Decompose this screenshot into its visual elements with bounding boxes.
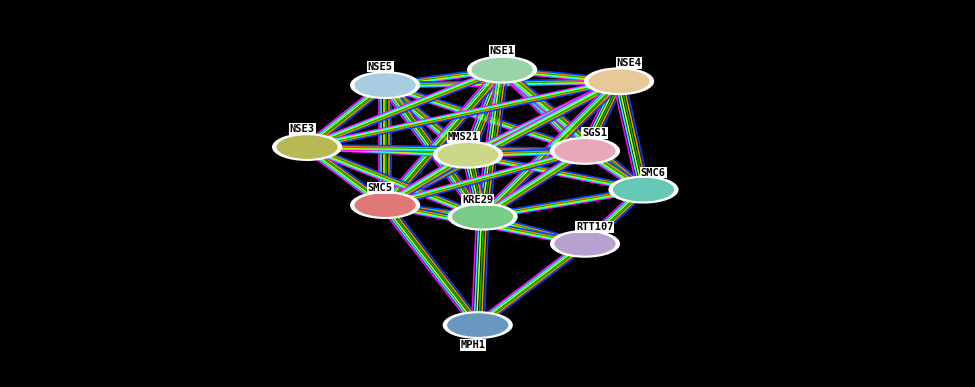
Circle shape <box>447 313 509 337</box>
Circle shape <box>471 57 533 82</box>
Text: KRE29: KRE29 <box>462 195 493 205</box>
Circle shape <box>448 203 518 231</box>
Text: NSE1: NSE1 <box>489 46 515 56</box>
Circle shape <box>550 137 620 165</box>
Circle shape <box>554 231 616 256</box>
Circle shape <box>451 204 514 229</box>
Circle shape <box>443 311 513 339</box>
Text: SGS1: SGS1 <box>582 128 607 138</box>
Circle shape <box>612 177 675 202</box>
Text: NSE3: NSE3 <box>290 124 315 134</box>
Circle shape <box>584 67 654 95</box>
Text: SMC6: SMC6 <box>641 168 666 178</box>
Circle shape <box>554 139 616 163</box>
Circle shape <box>467 56 537 84</box>
Circle shape <box>433 141 503 169</box>
Text: SMC5: SMC5 <box>368 183 393 193</box>
Text: MMS21: MMS21 <box>448 132 479 142</box>
Circle shape <box>354 73 416 98</box>
Circle shape <box>588 69 650 94</box>
Text: NSE4: NSE4 <box>616 58 642 68</box>
Circle shape <box>276 135 338 159</box>
Text: RTT107: RTT107 <box>576 222 613 232</box>
Text: NSE5: NSE5 <box>368 62 393 72</box>
Circle shape <box>354 193 416 217</box>
Circle shape <box>350 191 420 219</box>
Circle shape <box>437 142 499 167</box>
Circle shape <box>550 230 620 258</box>
Circle shape <box>272 133 342 161</box>
Circle shape <box>608 176 679 204</box>
Circle shape <box>350 71 420 99</box>
Text: MPH1: MPH1 <box>460 340 486 350</box>
